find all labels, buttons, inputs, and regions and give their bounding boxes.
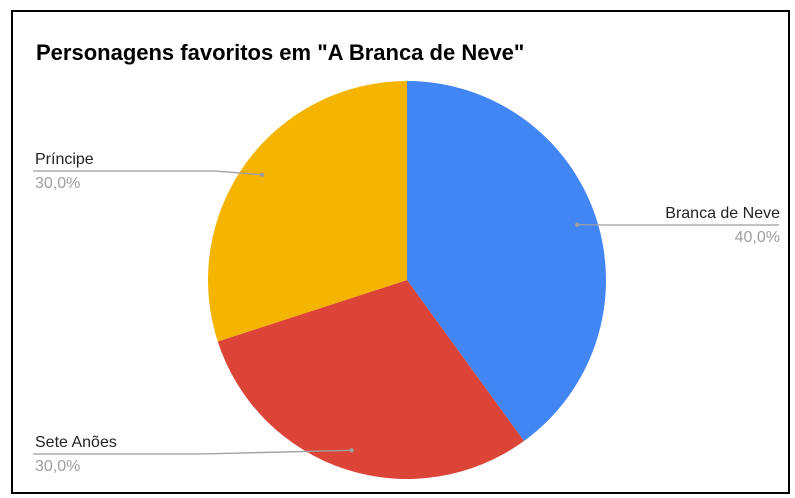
slice-percent-sete-anoes: 30,0% xyxy=(35,458,80,475)
chart-title: Personagens favoritos em "A Branca de Ne… xyxy=(36,40,525,65)
pie-labels: Branca de Neve 40,0% Sete Anões 30,0% Prínci… xyxy=(33,151,780,475)
slice-label-sete-anoes: Sete Anões xyxy=(35,434,117,451)
leader-line-sete-anoes xyxy=(33,449,352,455)
slice-label-branca-de-neve: Branca de Neve xyxy=(665,205,780,222)
slice-percent-branca-de-neve: 40,0% xyxy=(735,229,780,246)
pie-slice-principe[interactable] xyxy=(207,81,407,342)
pie-slices xyxy=(207,81,606,479)
leader-line-principe xyxy=(33,170,263,176)
slice-label-principe: Príncipe xyxy=(35,151,94,168)
pie-slice-branca-de-neve[interactable] xyxy=(407,81,606,441)
pie-slice-sete-anoes[interactable] xyxy=(217,280,524,479)
slice-percent-principe: 30,0% xyxy=(35,175,80,192)
